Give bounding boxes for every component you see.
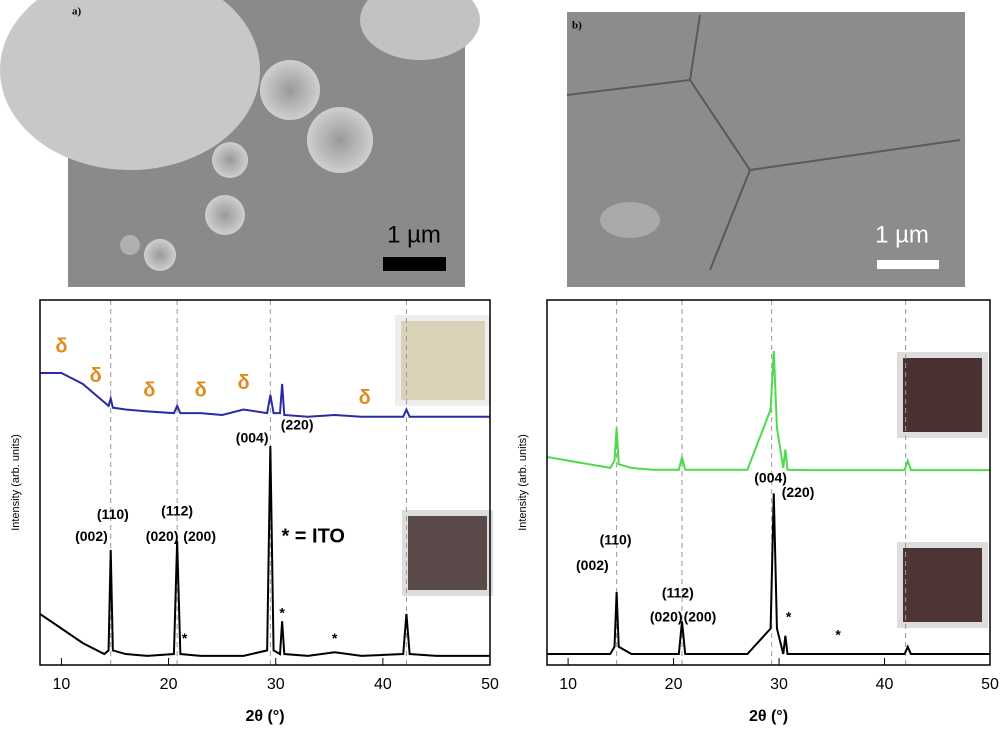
annotation: δ (143, 380, 155, 402)
x-tick-label: 30 (770, 676, 788, 693)
data-line (546, 351, 990, 472)
x-tick-label: 50 (981, 676, 999, 693)
annotation: δ (359, 387, 371, 409)
panel-label: b) (572, 20, 582, 32)
plot-frame (546, 299, 991, 666)
x-tick-label: 20 (160, 676, 178, 693)
y-axis-label: Intensity (arb. units) (517, 434, 529, 531)
sample-photo (395, 315, 491, 406)
x-tick-label: 40 (374, 676, 392, 693)
annotation: (110) (600, 532, 632, 548)
annotation: (200) (684, 608, 717, 624)
annotation: δ (55, 336, 67, 358)
annotation: δ (238, 372, 250, 394)
data-line (547, 493, 990, 656)
annotation: (200) (183, 528, 216, 544)
x-tick-label: 20 (665, 676, 683, 693)
plot-frame (39, 299, 491, 666)
x-axis-label: 2θ (°) (245, 708, 284, 725)
annotation: (002) (75, 528, 108, 544)
sem-image-b: b) 1 µm (566, 12, 965, 287)
data-line (40, 372, 490, 418)
sem-image-a: a) 1 µm (0, 0, 480, 287)
annotation: * (279, 605, 285, 621)
sample-photo (402, 510, 493, 596)
annotation: * (835, 627, 841, 643)
annotation: * (182, 630, 188, 646)
x-axis-label: 2θ (°) (749, 708, 788, 725)
annotation: (004) (236, 429, 269, 445)
scale-label: 1 µm (387, 221, 441, 248)
sample-photo (897, 352, 988, 438)
annotation: * (332, 630, 338, 646)
annotation: (110) (97, 506, 129, 522)
annotation: (020) (146, 528, 179, 544)
annotation: (112) (662, 585, 694, 601)
x-tick-label: 10 (559, 676, 577, 693)
annotation: * = ITO (281, 526, 345, 548)
data-line (39, 445, 490, 657)
annotation: (004) (754, 470, 787, 486)
x-tick-label: 40 (876, 676, 894, 693)
scale-label: 1 µm (875, 221, 929, 248)
x-tick-label: 50 (481, 676, 499, 693)
sample-photo (897, 542, 988, 628)
panel-label: a) (72, 6, 82, 18)
annotation: (112) (161, 502, 193, 518)
annotation: (020) (650, 608, 683, 624)
annotation: (002) (576, 557, 609, 573)
annotation: (220) (281, 417, 314, 433)
x-tick-label: 30 (267, 676, 285, 693)
annotation: δ (195, 380, 207, 402)
annotation: (220) (782, 484, 815, 500)
y-axis-label: Intensity (arb. units) (10, 434, 22, 531)
x-tick-label: 10 (53, 676, 71, 693)
annotation: * (786, 608, 792, 624)
annotation: δ (90, 365, 102, 387)
